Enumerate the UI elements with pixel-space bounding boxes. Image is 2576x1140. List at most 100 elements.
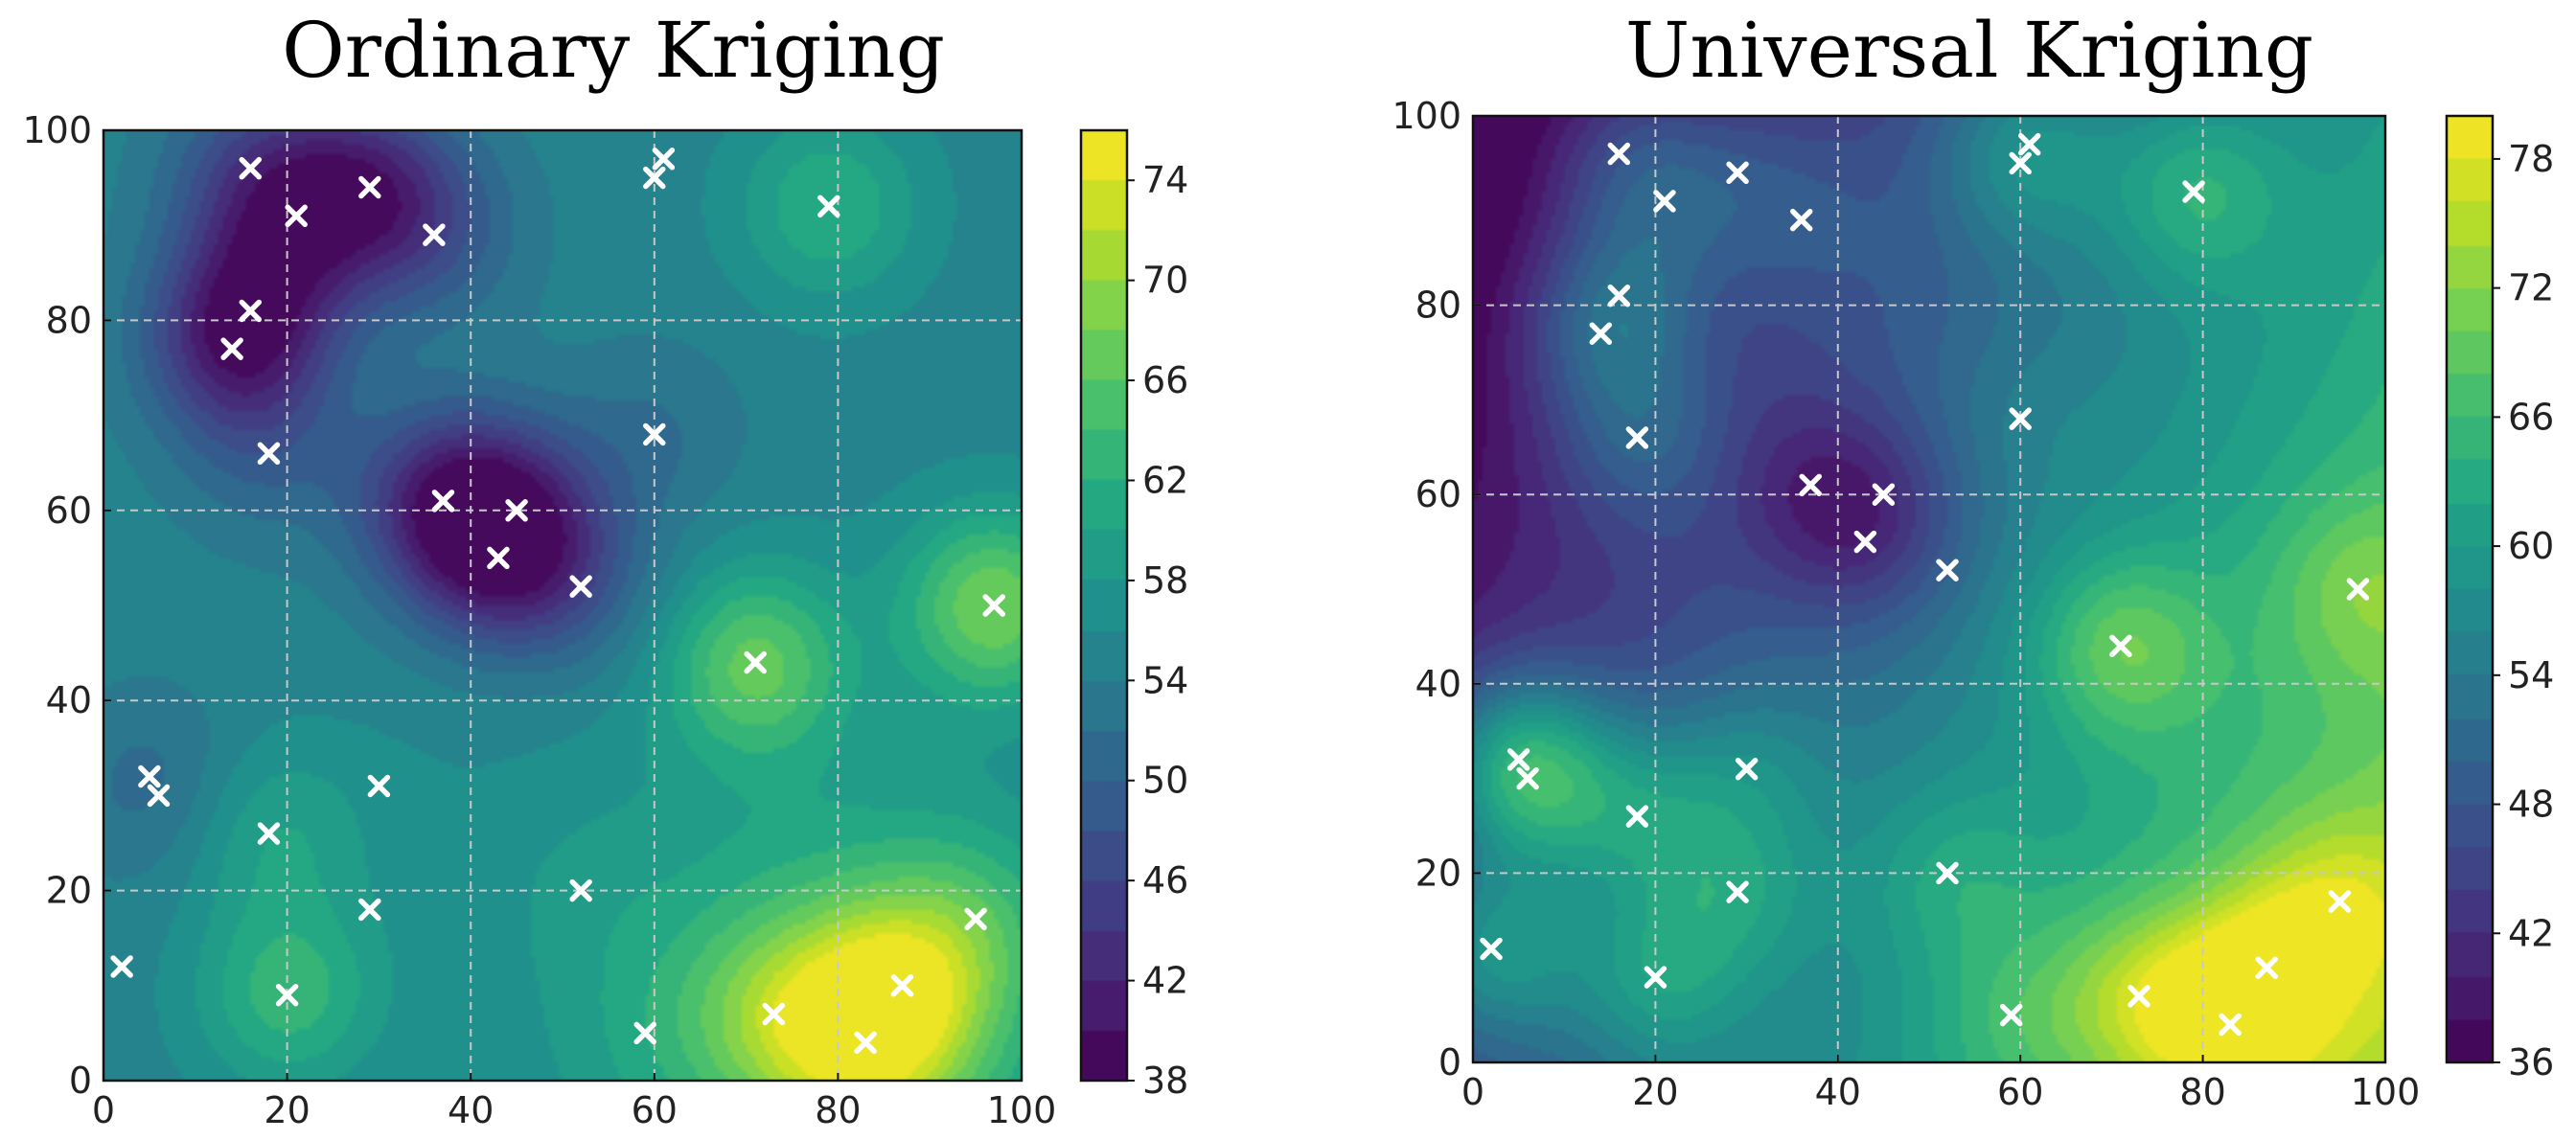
chart-title: Ordinary Kriging bbox=[282, 6, 945, 95]
sample-point-marker bbox=[358, 175, 381, 199]
colorbar-tick-label: 70 bbox=[1142, 260, 1188, 302]
y-tick-label: 80 bbox=[1415, 285, 1461, 327]
sample-point-marker bbox=[1653, 190, 1676, 213]
marker-stroke bbox=[817, 194, 840, 218]
sample-point-marker bbox=[1735, 757, 1759, 781]
marker-stroke bbox=[890, 974, 914, 997]
x-tick-label: 20 bbox=[264, 1089, 310, 1131]
sample-markers bbox=[1480, 132, 2370, 1037]
sample-point-marker bbox=[275, 983, 299, 1007]
marker-stroke bbox=[2109, 634, 2132, 658]
marker-stroke bbox=[1589, 322, 1613, 345]
marker-stroke bbox=[2219, 1013, 2242, 1037]
sample-point-marker bbox=[147, 784, 171, 808]
marker-stroke bbox=[257, 822, 281, 845]
colorbar-frame bbox=[1079, 128, 1129, 1083]
kriging-surface-image bbox=[1473, 116, 2385, 1062]
chart-title: Universal Kriging bbox=[1625, 6, 2313, 95]
y-tick-label: 20 bbox=[46, 870, 92, 912]
sample-point-marker bbox=[1625, 805, 1649, 828]
y-tick-label: 80 bbox=[46, 299, 92, 341]
sample-point-marker bbox=[505, 499, 528, 522]
colorbar-tick-label: 60 bbox=[2508, 525, 2554, 567]
x-axis: 0 20 40 60 80 100 bbox=[1461, 1055, 2420, 1113]
sample-point-marker bbox=[358, 898, 381, 922]
marker-stroke bbox=[652, 148, 676, 171]
sample-point-marker bbox=[2109, 634, 2132, 658]
colorbar-ticks: 38 42 46 50 54 58 62 66 70 74 bbox=[1127, 159, 1188, 1102]
x-tick-label: 0 bbox=[92, 1089, 115, 1131]
colorbar-ticks: 36 42 48 54 60 66 72 78 bbox=[2493, 138, 2554, 1083]
sample-point-marker bbox=[1936, 861, 1959, 885]
sample-point-marker bbox=[1726, 161, 1749, 185]
colorbar-tick-label: 48 bbox=[2508, 784, 2554, 826]
marker-stroke bbox=[633, 1021, 656, 1045]
sample-point-marker bbox=[2009, 407, 2032, 430]
marker-stroke bbox=[1607, 284, 1631, 308]
marker-stroke bbox=[1735, 757, 1759, 781]
colorbar-tick-label: 66 bbox=[2508, 396, 2554, 438]
colorbar-frame bbox=[2445, 114, 2495, 1064]
y-tick-label: 0 bbox=[69, 1060, 92, 1102]
sample-point-marker bbox=[1872, 483, 1896, 506]
sample-point-marker bbox=[1936, 559, 1959, 581]
marker-stroke bbox=[1506, 748, 1530, 771]
sample-point-marker bbox=[652, 148, 676, 171]
x-tick-label: 80 bbox=[2179, 1071, 2225, 1113]
marker-stroke bbox=[358, 898, 381, 922]
marker-stroke bbox=[431, 490, 455, 513]
sample-point-marker bbox=[854, 1031, 877, 1055]
y-tick-label: 40 bbox=[1415, 663, 1461, 705]
sample-point-marker bbox=[643, 166, 666, 190]
marker-stroke bbox=[220, 337, 243, 360]
x-tick-label: 100 bbox=[2351, 1071, 2421, 1113]
marker-stroke bbox=[1607, 142, 1631, 166]
sample-point-marker bbox=[1625, 426, 1649, 449]
marker-stroke bbox=[1936, 861, 1959, 885]
panel-ordinary-kriging: Ordinary Kriging 0 20 40 60 80 100 0 20 40 60 80 1… bbox=[22, 6, 1188, 1131]
sample-point-marker bbox=[2219, 1013, 2242, 1037]
x-tick-label: 0 bbox=[1461, 1071, 1484, 1113]
sample-point-marker bbox=[1799, 473, 1822, 497]
marker-stroke bbox=[2128, 985, 2150, 1008]
marker-stroke bbox=[110, 955, 133, 978]
sample-point-marker bbox=[569, 878, 592, 902]
marker-stroke bbox=[2009, 151, 2032, 175]
x-tick-label: 60 bbox=[1997, 1071, 2043, 1113]
sample-point-marker bbox=[2346, 578, 2370, 601]
marker-stroke bbox=[643, 166, 666, 190]
colorbar-tick-label: 54 bbox=[2508, 654, 2554, 696]
sample-point-marker bbox=[220, 337, 243, 360]
colorbar-tick-label: 36 bbox=[2508, 1041, 2554, 1083]
marker-stroke bbox=[2182, 180, 2205, 203]
marker-stroke bbox=[1999, 1003, 2023, 1027]
y-tick-label: 60 bbox=[46, 490, 92, 532]
marker-stroke bbox=[147, 784, 171, 808]
sample-point-marker bbox=[1589, 322, 1613, 345]
plot-frame bbox=[1471, 114, 2387, 1064]
sample-point-marker bbox=[110, 955, 133, 978]
marker-stroke bbox=[1625, 426, 1649, 449]
marker-stroke bbox=[2017, 132, 2041, 156]
sample-point-marker bbox=[1607, 142, 1631, 166]
colorbar-gradient bbox=[2447, 116, 2493, 1062]
marker-stroke bbox=[367, 774, 391, 798]
colorbar-tick-label: 46 bbox=[1142, 859, 1188, 901]
sample-point-marker bbox=[1480, 937, 1503, 961]
sample-point-marker bbox=[2182, 180, 2205, 203]
sample-point-marker bbox=[1607, 284, 1631, 308]
colorbar: 36 42 48 54 60 66 72 78 bbox=[2445, 114, 2554, 1083]
kriging-surface-image bbox=[104, 130, 1022, 1081]
marker-stroke bbox=[423, 223, 446, 246]
colorbar-tick-label: 42 bbox=[1142, 960, 1188, 1002]
sample-point-marker bbox=[2328, 890, 2352, 913]
sample-point-marker bbox=[964, 907, 987, 931]
marker-stroke bbox=[487, 546, 510, 570]
x-tick-label: 60 bbox=[632, 1089, 678, 1131]
sample-point-marker bbox=[257, 822, 281, 845]
sample-point-marker bbox=[367, 774, 391, 798]
y-tick-label: 0 bbox=[1438, 1041, 1461, 1083]
colorbar-gradient bbox=[1081, 130, 1127, 1081]
x-tick-label: 80 bbox=[815, 1089, 861, 1131]
